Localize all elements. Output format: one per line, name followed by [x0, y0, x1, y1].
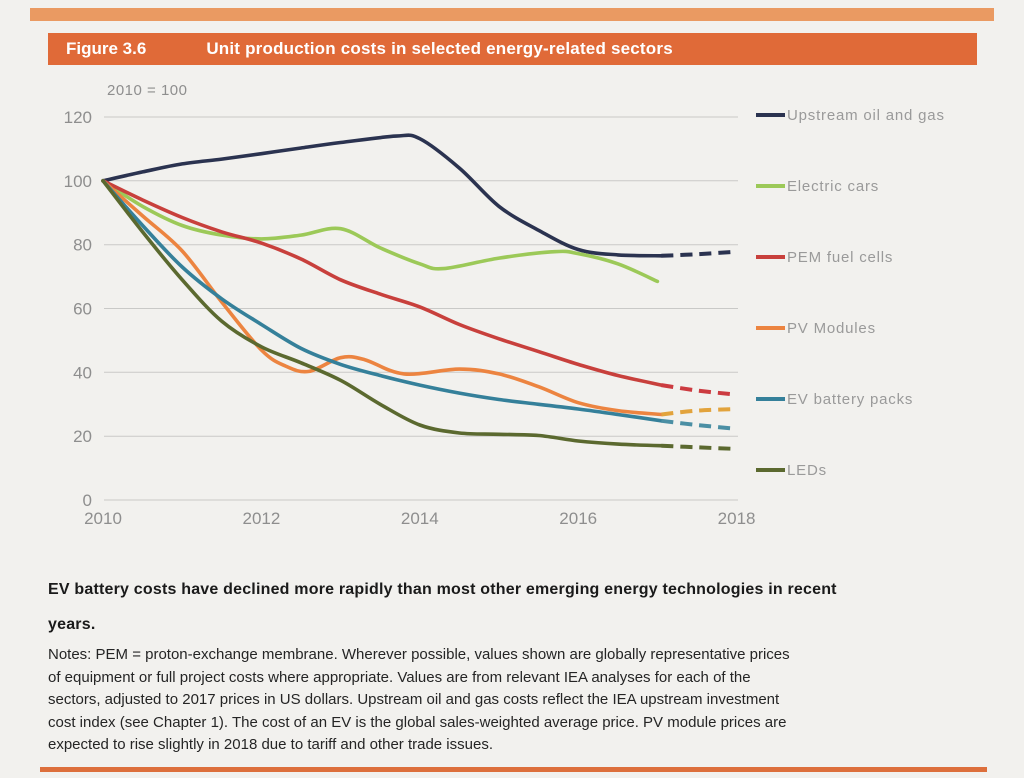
top-orange-strip [30, 8, 994, 21]
figure-number: Figure 3.6 [66, 39, 147, 58]
figure-title-bar: Figure 3.6 Unit production costs in sele… [48, 33, 977, 65]
series-line-solid [101, 179, 664, 417]
legend-item-upstream-oil-and-gas: Upstream oil and gas [756, 105, 945, 125]
legend-item-leds: LEDs [756, 460, 827, 480]
chart-gridlines [104, 116, 738, 501]
caption-line: years. [48, 616, 96, 633]
series-line-solid [101, 179, 664, 423]
x-tick-label: 2018 [718, 509, 756, 528]
legend-label: PV Modules [787, 319, 876, 337]
notes-line: sectors, adjusted to 2017 prices in US d… [48, 691, 780, 708]
x-tick-label: 2012 [242, 509, 280, 528]
figure-caption: EV battery costs have declined more rapi… [48, 572, 988, 642]
legend-label: PEM fuel cells [787, 248, 894, 266]
series-line-dashed-projection [661, 418, 737, 431]
legend-swatch-pem-fuel-cells [756, 255, 785, 259]
notes-line: expected to rise slightly in 2018 due to… [48, 736, 493, 753]
legend-swatch-leds [756, 468, 785, 472]
y-tick-label: 100 [64, 172, 92, 191]
index-base-note: 2010 = 100 [107, 82, 188, 99]
legend-swatch-pv-modules [756, 326, 785, 330]
legend-label: EV battery packs [787, 390, 914, 408]
notes-line: Notes: PEM = proton-exchange membrane. W… [48, 646, 790, 663]
y-axis-tick-labels: 0 20 40 60 80 100 120 [64, 108, 92, 510]
series-line-dashed-projection [661, 407, 737, 417]
series-line-solid [101, 179, 660, 284]
figure-title: Unit production costs in selected energy… [206, 39, 673, 58]
y-tick-label: 80 [73, 236, 92, 255]
legend-label: LEDs [787, 461, 827, 479]
legend-swatch-electric-cars [756, 184, 785, 188]
y-tick-label: 0 [83, 491, 92, 510]
legend-label: Upstream oil and gas [787, 106, 945, 124]
y-tick-label: 120 [64, 108, 92, 127]
legend-swatch-ev-battery-packs [756, 397, 785, 401]
caption-line: EV battery costs have declined more rapi… [48, 581, 837, 598]
notes-line: of equipment or full project costs where… [48, 668, 751, 686]
legend-label: Electric cars [787, 177, 880, 195]
legend-item-pem-fuel-cells: PEM fuel cells [756, 247, 893, 267]
series-line-dashed-projection [661, 443, 737, 451]
legend-item-pv-modules: PV Modules [756, 318, 876, 338]
y-tick-label: 20 [73, 427, 92, 446]
y-tick-label: 60 [73, 300, 92, 319]
notes-line: cost index (see Chapter 1). The cost of … [48, 713, 787, 731]
x-axis-tick-labels: 2010 2012 2014 2016 2018 [84, 509, 755, 528]
bottom-orange-rule [40, 767, 987, 772]
legend-item-ev-battery-packs: EV battery packs [756, 389, 913, 409]
series-line-dashed-projection [661, 249, 737, 258]
legend-item-electric-cars: Electric cars [756, 176, 879, 196]
series-line-solid [101, 179, 664, 448]
legend-swatch-upstream-oil-and-gas [756, 113, 785, 117]
series-line-solid [101, 133, 664, 258]
series-line-dashed-projection [661, 383, 737, 397]
y-tick-label: 40 [73, 363, 92, 382]
figure-notes: Notes: PEM = proton-exchange membrane. W… [48, 644, 995, 757]
series-line-solid [101, 179, 664, 387]
chart-series-lines [101, 133, 737, 451]
x-tick-label: 2010 [84, 509, 122, 528]
x-tick-label: 2014 [401, 509, 439, 528]
x-tick-label: 2016 [559, 509, 597, 528]
